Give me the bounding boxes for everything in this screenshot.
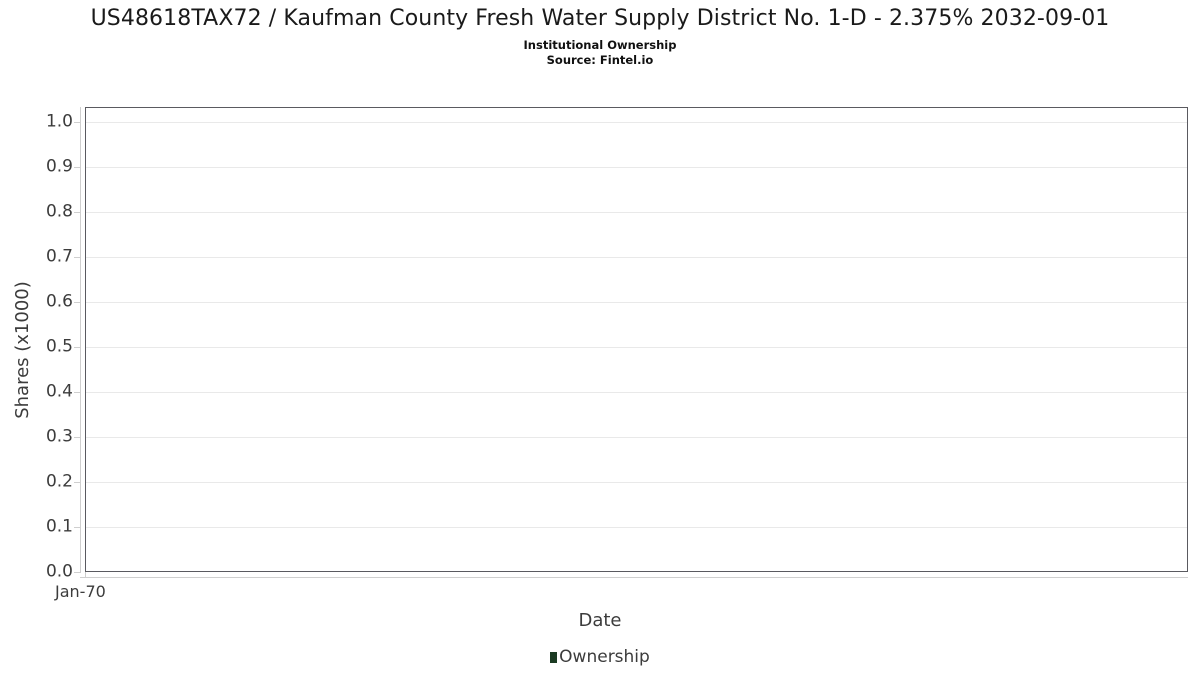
y-tick-mark [74, 437, 80, 438]
gridline [86, 167, 1187, 168]
gridline [86, 302, 1187, 303]
gridline [86, 527, 1187, 528]
y-tick-mark [74, 167, 80, 168]
chart-source-label: Source: Fintel.io [546, 53, 654, 67]
y-tick-mark [74, 122, 80, 123]
y-tick-mark [74, 347, 80, 348]
gridline [86, 257, 1187, 258]
x-axis-spine [80, 577, 1188, 578]
gridline [86, 122, 1187, 123]
gridline [86, 347, 1187, 348]
y-tick-mark [74, 212, 80, 213]
gridline [86, 482, 1187, 483]
y-tick-mark [74, 392, 80, 393]
plot-area [85, 107, 1188, 572]
y-tick-mark [74, 482, 80, 483]
y-tick-label: 0.5 [45, 336, 73, 357]
gridline [86, 392, 1187, 393]
y-tick-label: 0.9 [45, 156, 73, 177]
y-tick-label: 0.4 [45, 381, 73, 402]
legend-label: Ownership [559, 647, 650, 667]
legend-item[interactable]: Ownership [550, 648, 650, 667]
y-tick-mark [74, 302, 80, 303]
x-axis-title: Date [578, 610, 622, 631]
y-tick-label: 0.1 [45, 516, 73, 537]
x-tick-mark [85, 572, 86, 578]
chart-subtitle: Institutional Ownership [523, 38, 677, 52]
y-tick-label: 0.0 [45, 561, 73, 582]
y-tick-label: 0.3 [45, 426, 73, 447]
legend-swatch-icon [550, 652, 558, 663]
gridline [86, 437, 1187, 438]
y-tick-label: 0.7 [45, 246, 73, 267]
chart-legend: Ownership [0, 648, 1200, 667]
y-tick-mark [74, 257, 80, 258]
y-axis-spine [80, 107, 81, 573]
y-tick-mark [74, 527, 80, 528]
y-tick-label: 0.2 [45, 471, 73, 492]
y-axis-ticks: 1.0 0.9 0.8 0.7 0.6 0.5 0.4 0.3 0.2 0.1 0.0 [0, 0, 73, 675]
y-tick-label: 1.0 [45, 111, 73, 132]
x-tick-label: Jan-70 [55, 582, 106, 601]
chart-header: US48618TAX72 / Kaufman County Fresh Wate… [0, 4, 1200, 68]
y-tick-mark [74, 572, 80, 573]
y-tick-label: 0.8 [45, 201, 73, 222]
chart-title: US48618TAX72 / Kaufman County Fresh Wate… [90, 6, 1110, 31]
y-tick-label: 0.6 [45, 291, 73, 312]
gridline [86, 212, 1187, 213]
